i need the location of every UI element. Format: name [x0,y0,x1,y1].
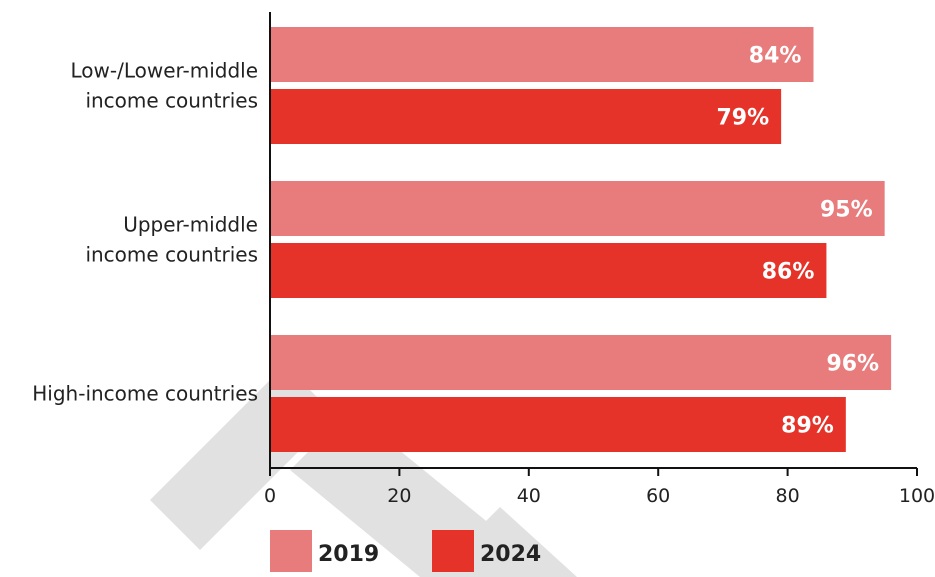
legend-label-2024: 2024 [480,542,541,567]
category-label-line: income countries [85,243,258,267]
value-labels-layer: 84% 79% 95% 86% 96% 89% [716,44,879,439]
bar-2019-1 [271,181,885,236]
category-label-line: Low-/Lower-middle [71,59,258,83]
legend-label-2019: 2019 [318,542,379,567]
value-label-2019-2: 96% [826,352,879,377]
value-label-2019-1: 95% [820,198,873,223]
bars-layer [271,27,892,452]
category-label-0: Low-/Lower-middle income countries [71,59,258,113]
category-label-2: High-income countries [32,382,258,406]
value-label-2024-2: 89% [781,414,834,439]
bar-2019-0 [271,27,814,82]
category-labels-layer: Low-/Lower-middle income countriesUpper-m… [32,59,258,406]
legend-item-2024: 2024 [432,530,541,572]
category-label-line: Upper-middle [123,213,258,237]
x-tick-label: 0 [264,485,276,507]
x-tick-label: 100 [899,485,935,507]
x-tick-label: 60 [646,485,670,507]
x-tick-label: 80 [776,485,800,507]
value-label-2024-0: 79% [716,106,769,131]
value-label-2024-1: 86% [762,260,815,285]
category-label-line: income countries [85,89,258,113]
legend-swatch-2019 [270,530,312,572]
bar-2024-1 [271,243,827,298]
category-label-1: Upper-middle income countries [85,213,258,267]
x-tick-label: 40 [517,485,541,507]
bar-2024-0 [271,89,782,144]
value-label-2019-0: 84% [749,44,802,69]
bar-2024-2 [271,397,846,452]
category-label-line: High-income countries [32,382,258,406]
x-tick-label: 20 [387,485,411,507]
legend-swatch-2024 [432,530,474,572]
legend: 2019 2024 [270,530,541,572]
bar-2019-2 [271,335,892,390]
x-ticks-layer: 0 20 40 60 80 100 [264,468,935,507]
legend-item-2019: 2019 [270,530,379,572]
